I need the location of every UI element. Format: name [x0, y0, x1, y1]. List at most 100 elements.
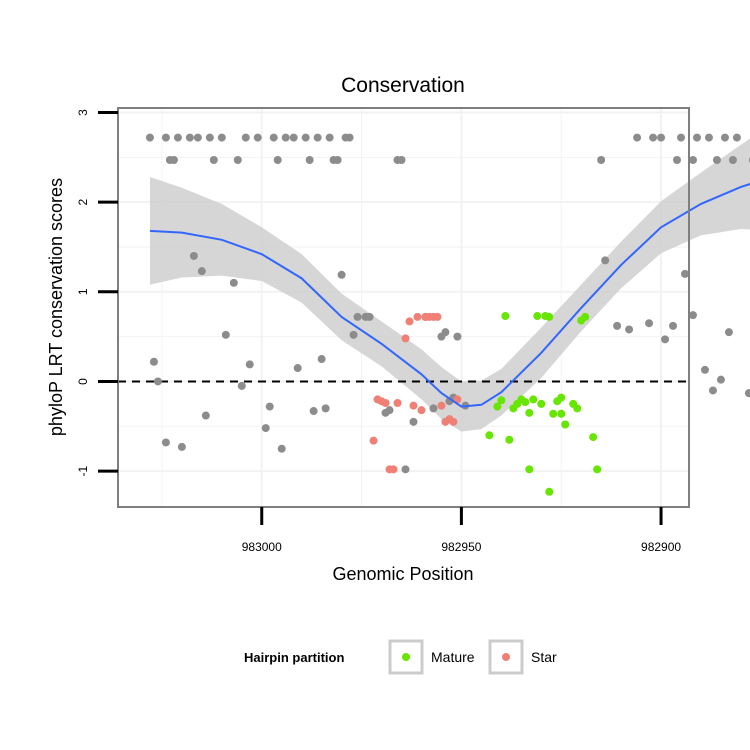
y-tick-label: 3 — [76, 109, 90, 116]
data-point-star — [393, 398, 402, 407]
legend-label-star: Star — [531, 649, 557, 665]
data-point-unassigned — [353, 312, 362, 321]
data-point-unassigned — [744, 389, 750, 398]
data-point-star — [369, 436, 378, 445]
plot-panel — [117, 107, 750, 508]
data-point-unassigned — [149, 357, 158, 366]
data-point-unassigned — [453, 332, 462, 341]
data-point-unassigned — [732, 133, 741, 142]
data-point-unassigned — [189, 251, 198, 260]
data-point-unassigned — [669, 321, 678, 330]
data-point-mature — [525, 465, 534, 474]
data-point-unassigned — [700, 365, 709, 374]
data-point-unassigned — [688, 156, 697, 165]
data-point-mature — [493, 402, 502, 411]
data-point-unassigned — [429, 404, 438, 413]
data-point-unassigned — [349, 330, 358, 339]
data-point-unassigned — [716, 375, 725, 384]
data-point-unassigned — [724, 328, 733, 337]
data-point-unassigned — [613, 321, 622, 330]
data-point-unassigned — [229, 278, 238, 287]
data-point-unassigned — [673, 156, 682, 165]
y-tick-label: 0 — [76, 378, 90, 385]
legend: Hairpin partition Mature Star — [244, 639, 557, 675]
data-point-mature — [545, 312, 554, 321]
data-point-mature — [497, 396, 506, 405]
data-point-star — [413, 312, 422, 321]
data-point-unassigned — [193, 133, 202, 142]
data-point-mature — [505, 435, 514, 444]
data-point-unassigned — [661, 335, 670, 344]
panel-border — [117, 107, 690, 508]
data-point-mature — [557, 393, 566, 402]
data-point-unassigned — [345, 133, 354, 142]
data-point-unassigned — [681, 269, 690, 278]
x-tick-label: 983000 — [242, 540, 282, 554]
data-point-unassigned — [309, 407, 318, 416]
data-point-unassigned — [728, 156, 737, 165]
data-point-unassigned — [277, 444, 286, 453]
data-point-unassigned — [253, 133, 262, 142]
data-point-mature — [537, 399, 546, 408]
confidence-ribbon — [149, 138, 750, 432]
data-point-mature — [529, 395, 538, 404]
data-point-unassigned — [704, 133, 713, 142]
data-point-unassigned — [712, 156, 721, 165]
data-point-unassigned — [645, 319, 654, 328]
data-point-unassigned — [385, 406, 394, 415]
data-point-unassigned — [708, 386, 717, 395]
data-point-unassigned — [601, 256, 610, 265]
data-point-unassigned — [321, 404, 330, 413]
data-point-star — [449, 417, 458, 426]
data-point-unassigned — [401, 465, 410, 474]
data-point-unassigned — [197, 267, 206, 276]
data-point-unassigned — [333, 156, 342, 165]
legend-swatch-mature — [402, 653, 410, 661]
data-point-unassigned — [153, 377, 162, 386]
data-point-mature — [581, 312, 590, 321]
data-point-star — [433, 312, 442, 321]
y-axis: -1 0 1 2 3 — [76, 109, 118, 476]
data-point-unassigned — [209, 156, 218, 165]
x-tick-label: 982950 — [441, 540, 481, 554]
data-point-unassigned — [657, 133, 666, 142]
data-point-unassigned — [597, 156, 606, 165]
data-point-unassigned — [305, 156, 314, 165]
data-point-mature — [533, 312, 542, 321]
x-axis: 983000 982950 982900 — [242, 507, 681, 554]
data-point-unassigned — [720, 133, 729, 142]
data-point-mature — [545, 487, 554, 496]
data-point-unassigned — [237, 381, 246, 390]
data-point-unassigned — [397, 156, 406, 165]
data-point-unassigned — [289, 133, 298, 142]
data-point-unassigned — [325, 133, 334, 142]
data-point-unassigned — [185, 133, 194, 142]
data-point-mature — [573, 404, 582, 413]
data-point-mature — [549, 409, 558, 418]
data-point-unassigned — [161, 133, 170, 142]
data-point-unassigned — [217, 133, 226, 142]
data-point-star — [389, 465, 398, 474]
data-point-unassigned — [161, 438, 170, 447]
data-point-unassigned — [177, 442, 186, 451]
data-point-unassigned — [265, 402, 274, 411]
data-point-mature — [557, 409, 566, 418]
data-point-mature — [589, 433, 598, 442]
data-point-unassigned — [173, 133, 182, 142]
legend-swatch-star — [502, 653, 510, 661]
data-point-unassigned — [677, 133, 686, 142]
data-point-unassigned — [205, 133, 214, 142]
data-point-mature — [485, 431, 494, 440]
data-point-unassigned — [273, 156, 282, 165]
data-point-star — [409, 401, 418, 410]
data-point-unassigned — [241, 133, 250, 142]
data-point-unassigned — [233, 156, 242, 165]
data-point-unassigned — [245, 360, 254, 369]
data-point-unassigned — [692, 133, 701, 142]
data-point-unassigned — [145, 133, 154, 142]
loess-smooth-line — [149, 183, 750, 408]
data-point-star — [405, 317, 414, 326]
data-point-unassigned — [293, 364, 302, 373]
chart-title: Conservation — [341, 74, 465, 97]
